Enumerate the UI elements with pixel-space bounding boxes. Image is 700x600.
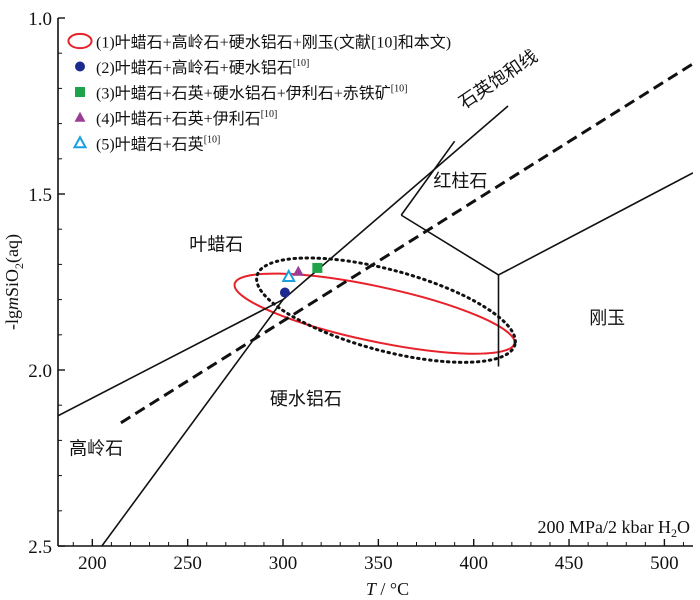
legend-label-series-2: (2)叶蜡石+高岭石+硬水铝石[10] — [96, 58, 309, 77]
x-axis-title-unit: / °C — [376, 579, 409, 599]
legend-label-series-5: (5)叶蜡石+石英[10] — [96, 135, 220, 154]
x-axis-title-var: T — [366, 579, 378, 599]
y-tick-label: 2.5 — [28, 537, 52, 558]
x-tick-label: 450 — [555, 553, 584, 574]
legend-label-text: (1)叶蜡石+高岭石+硬水铝石+刚玉(文献[10]和本文) — [96, 34, 451, 52]
data-point-series-5 — [281, 268, 296, 282]
legend-label-text: (3)叶蜡石+石英+硬水铝石+伊利石+赤铁矿 — [96, 85, 391, 103]
y-axis-title-var: m — [2, 297, 22, 310]
boundary-pyrophyllite-andalusite — [400, 140, 456, 216]
legend-label-ref: [10] — [391, 84, 408, 95]
legend-label-ref: [10] — [261, 109, 278, 120]
y-axis-title-sub: 2 — [12, 263, 26, 269]
x-tick-label: 300 — [269, 553, 298, 574]
x-tick-label: 250 — [173, 553, 202, 574]
data-point-series-4 — [292, 265, 304, 276]
field-label-andalusite: 红柱石 — [433, 171, 487, 191]
legend-label-text: (4)叶蜡石+石英+伊利石 — [96, 110, 261, 128]
legend-marker-series-4 — [74, 111, 86, 122]
data-points-layer — [279, 262, 323, 298]
legend-marker-series-1 — [67, 32, 93, 50]
legend-label-text: (5)叶蜡石+石英 — [96, 136, 204, 154]
legend-marker-series-3 — [75, 87, 85, 97]
y-axis-title-pre: -lg — [2, 310, 22, 330]
data-point-series-2 — [279, 287, 290, 298]
field-label-corundum: 刚玉 — [589, 308, 625, 328]
y-tick-label: 1.0 — [28, 9, 52, 30]
legend: (1)叶蜡石+高岭石+硬水铝石+刚玉(文献[10]和本文) (2)叶蜡石+高岭石+… — [67, 32, 451, 154]
legend-label-text: (2)叶蜡石+高岭石+硬水铝石 — [96, 59, 293, 77]
legend-marker-series-2 — [75, 61, 85, 72]
legend-marker-series-5 — [72, 135, 88, 149]
field-label-pyrophyllite: 叶蜡石 — [189, 234, 243, 254]
data-point-series-3 — [312, 262, 323, 273]
quartz-saturation-label: 石英饱和线 — [455, 46, 541, 113]
phase-boundaries-layer — [58, 62, 693, 546]
y-tick-label: 1.5 — [28, 185, 52, 206]
legend-label-series-3: (3)叶蜡石+石英+硬水铝石+伊利石+赤铁矿[10] — [96, 84, 407, 103]
condition-label-sub: 2 — [671, 526, 677, 540]
y-axis-title: -lgmSiO2(aq) — [2, 234, 26, 330]
quartz-saturation-line — [120, 62, 693, 425]
condition-label: 200 MPa/2 kbar H2O — [538, 517, 691, 540]
legend-label-series-4: (4)叶蜡石+石英+伊利石[10] — [96, 109, 277, 128]
boundary-andalusite-corundum — [498, 172, 693, 276]
y-axis-title-mid: SiO — [2, 269, 22, 297]
legend-label-series-1: (1)叶蜡石+高岭石+硬水铝石+刚玉(文献[10]和本文) — [96, 34, 451, 52]
region-dotted — [255, 256, 517, 364]
x-tick-label: 400 — [459, 553, 488, 574]
field-label-diaspore: 硬水铝石 — [270, 389, 342, 409]
field-label-kaolinite: 高岭石 — [69, 438, 123, 458]
x-axis-title: T / °C — [366, 579, 409, 599]
y-tick-label: 2.0 — [28, 361, 52, 382]
legend-label-ref: [10] — [293, 58, 310, 69]
regions-layer — [233, 256, 517, 364]
x-tick-label: 500 — [650, 553, 679, 574]
condition-label-tail: O — [677, 517, 690, 537]
y-axis-title-post: (aq) — [2, 234, 23, 263]
x-tick-label: 350 — [364, 553, 393, 574]
boundary-kaolinite-pyrophyllite — [58, 298, 284, 417]
legend-label-ref: [10] — [204, 135, 221, 146]
boundary-andalusite-diaspore — [400, 214, 499, 276]
condition-label-main: 200 MPa/2 kbar H — [538, 517, 672, 537]
x-tick-label: 200 — [78, 553, 107, 574]
axes-layer: 200 250 300 350 400 450 500 1.0 1.5 2.0 2.5 T / °C -… — [2, 9, 693, 599]
